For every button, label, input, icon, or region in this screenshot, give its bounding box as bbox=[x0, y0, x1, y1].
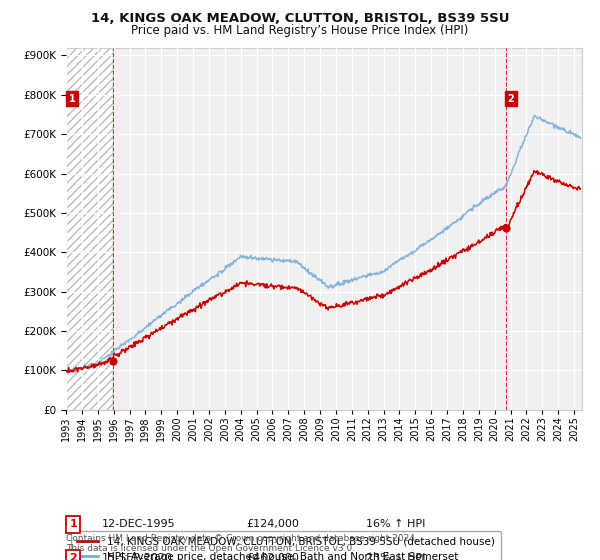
Point bbox=[501, 223, 511, 232]
Text: £124,000: £124,000 bbox=[246, 519, 299, 529]
Point bbox=[108, 356, 118, 365]
Text: 1: 1 bbox=[69, 94, 76, 104]
Text: 2: 2 bbox=[70, 553, 77, 560]
Text: 16% ↑ HPI: 16% ↑ HPI bbox=[366, 519, 425, 529]
Text: 23% ↓ HPI: 23% ↓ HPI bbox=[366, 553, 425, 560]
Text: 15-SEP-2020: 15-SEP-2020 bbox=[102, 553, 173, 560]
Legend: 14, KINGS OAK MEADOW, CLUTTON, BRISTOL, BS39 5SU (detached house), HPI: Average : 14, KINGS OAK MEADOW, CLUTTON, BRISTOL, … bbox=[71, 531, 501, 560]
Text: £462,000: £462,000 bbox=[246, 553, 299, 560]
Text: 1: 1 bbox=[70, 519, 77, 529]
Text: 12-DEC-1995: 12-DEC-1995 bbox=[102, 519, 176, 529]
Text: 2: 2 bbox=[508, 94, 514, 104]
Text: Price paid vs. HM Land Registry’s House Price Index (HPI): Price paid vs. HM Land Registry’s House … bbox=[131, 24, 469, 37]
Bar bbox=[66, 48, 113, 409]
Text: 14, KINGS OAK MEADOW, CLUTTON, BRISTOL, BS39 5SU: 14, KINGS OAK MEADOW, CLUTTON, BRISTOL, … bbox=[91, 12, 509, 25]
Text: Contains HM Land Registry data © Crown copyright and database right 2024.
This d: Contains HM Land Registry data © Crown c… bbox=[66, 534, 418, 553]
